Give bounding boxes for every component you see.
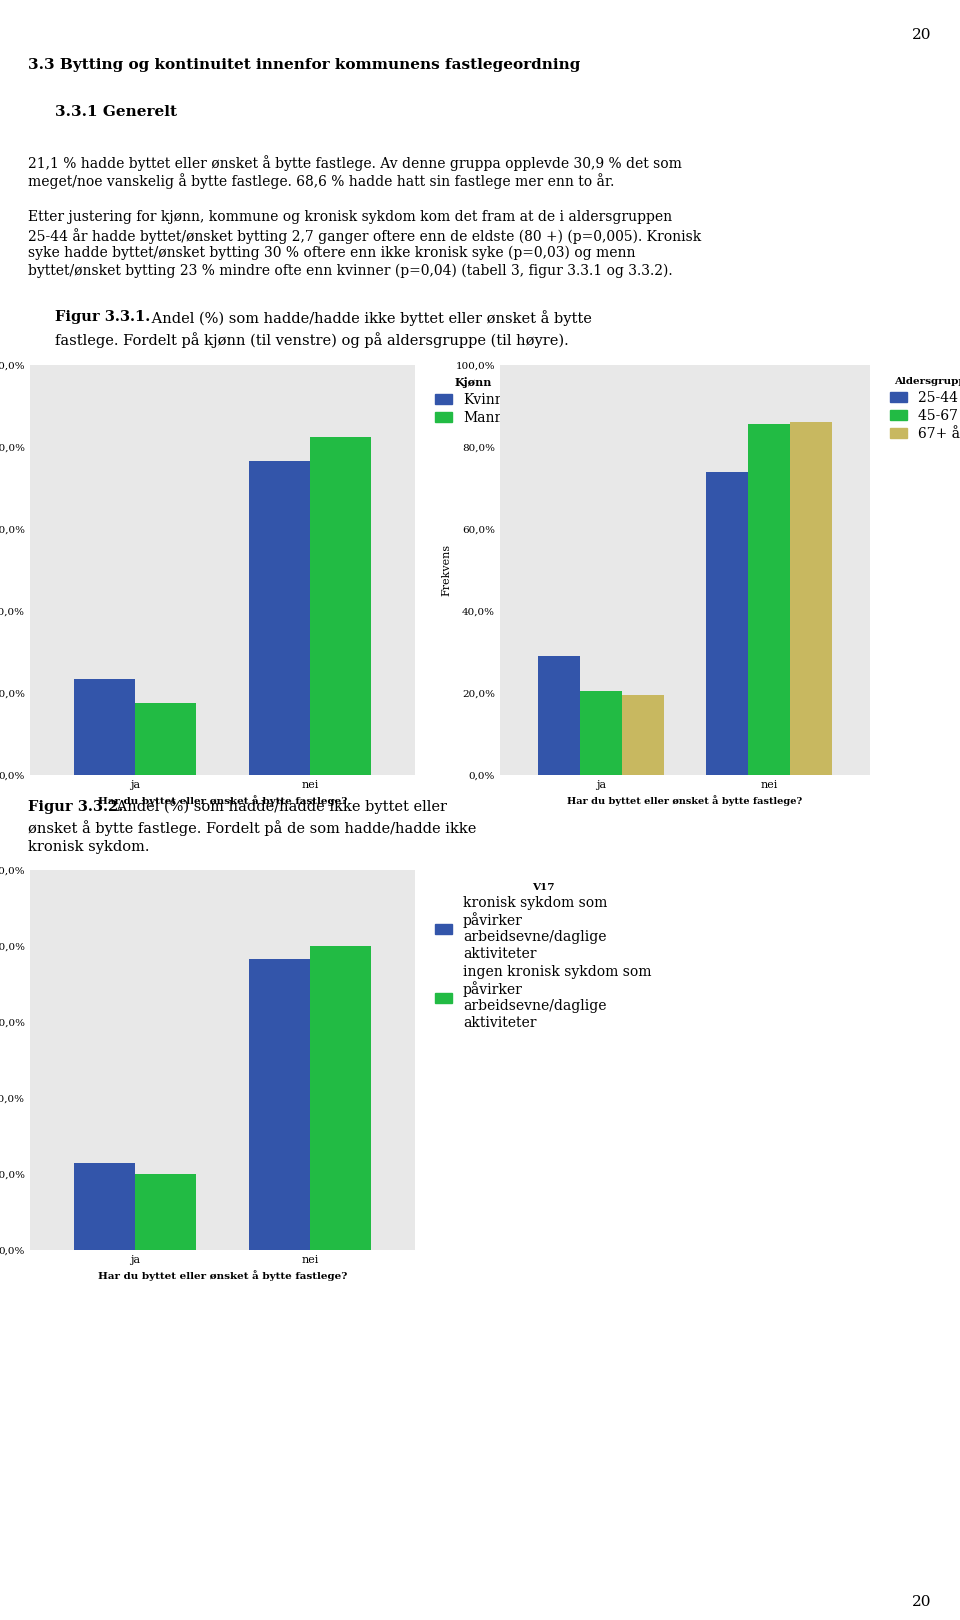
Text: 25-44 år hadde byttet/ønsket bytting 2,7 ganger oftere enn de eldste (80 +) (p=0: 25-44 år hadde byttet/ønsket bytting 2,7… xyxy=(28,228,701,245)
Bar xyxy=(622,695,664,774)
Text: fastlege. Fordelt på kjønn (til venstre) og på aldersgruppe (til høyre).: fastlege. Fordelt på kjønn (til venstre)… xyxy=(55,332,568,348)
Text: 21,1 % hadde byttet eller ønsket å bytte fastlege. Av denne gruppa opplevde 30,9: 21,1 % hadde byttet eller ønsket å bytte… xyxy=(28,156,682,170)
Text: Etter justering for kjønn, kommune og kronisk sykdom kom det fram at de i alders: Etter justering for kjønn, kommune og kr… xyxy=(28,211,672,224)
Text: 3.3 Bytting og kontinuitet innenfor kommunens fastlegeordning: 3.3 Bytting og kontinuitet innenfor komm… xyxy=(28,58,581,71)
Bar xyxy=(135,703,196,774)
Text: Andel (%) som hadde/hadde ikke byttet eller: Andel (%) som hadde/hadde ikke byttet el… xyxy=(112,800,447,815)
Bar xyxy=(135,1174,196,1251)
Text: Andel (%) som hadde/hadde ikke byttet eller ønsket å bytte: Andel (%) som hadde/hadde ikke byttet el… xyxy=(147,309,592,326)
Bar xyxy=(790,423,832,774)
Text: Figur 3.3.1.: Figur 3.3.1. xyxy=(55,309,151,324)
Text: syke hadde byttet/ønsket bytting 30 % oftere enn ikke kronisk syke (p=0,03) og m: syke hadde byttet/ønsket bytting 30 % of… xyxy=(28,246,636,261)
Text: kronisk sykdom.: kronisk sykdom. xyxy=(28,841,150,854)
Bar xyxy=(706,471,748,774)
Bar xyxy=(748,424,790,774)
Text: ønsket å bytte fastlege. Fordelt på de som hadde/hadde ikke: ønsket å bytte fastlege. Fordelt på de s… xyxy=(28,820,476,836)
Bar xyxy=(249,462,310,774)
Bar xyxy=(310,437,372,774)
X-axis label: Har du byttet eller ønsket å bytte fastlege?: Har du byttet eller ønsket å bytte fastl… xyxy=(98,1270,348,1281)
Text: 20: 20 xyxy=(912,1596,931,1609)
Text: meget/noe vanskelig å bytte fastlege. 68,6 % hadde hatt sin fastlege mer enn to : meget/noe vanskelig å bytte fastlege. 68… xyxy=(28,173,614,190)
Bar xyxy=(249,959,310,1251)
Bar xyxy=(74,1163,135,1251)
Legend: 25-44 år, 45-67 år, 67+ år: 25-44 år, 45-67 år, 67+ år xyxy=(884,373,960,447)
Legend: Kvinne, Mann: Kvinne, Mann xyxy=(430,373,517,431)
Bar xyxy=(580,692,622,774)
Text: 20: 20 xyxy=(912,28,931,42)
X-axis label: Har du byttet eller ønsket å bytte fastlege?: Har du byttet eller ønsket å bytte fastl… xyxy=(98,795,348,807)
Bar xyxy=(538,656,580,774)
Bar xyxy=(74,679,135,774)
Legend: kronisk sykdom som
påvirker
arbeidsevne/daglige
aktiviteter, ingen kronisk sykdo: kronisk sykdom som påvirker arbeidsevne/… xyxy=(430,876,657,1035)
Bar xyxy=(310,946,372,1251)
Text: Figur 3.3.2.: Figur 3.3.2. xyxy=(28,800,123,813)
Text: 3.3.1 Generelt: 3.3.1 Generelt xyxy=(55,105,177,118)
X-axis label: Har du byttet eller ønsket å bytte fastlege?: Har du byttet eller ønsket å bytte fastl… xyxy=(567,795,803,807)
Text: byttet/ønsket bytting 23 % mindre ofte enn kvinner (p=0,04) (tabell 3, figur 3.3: byttet/ønsket bytting 23 % mindre ofte e… xyxy=(28,264,673,279)
Y-axis label: Frekvens: Frekvens xyxy=(442,544,451,596)
